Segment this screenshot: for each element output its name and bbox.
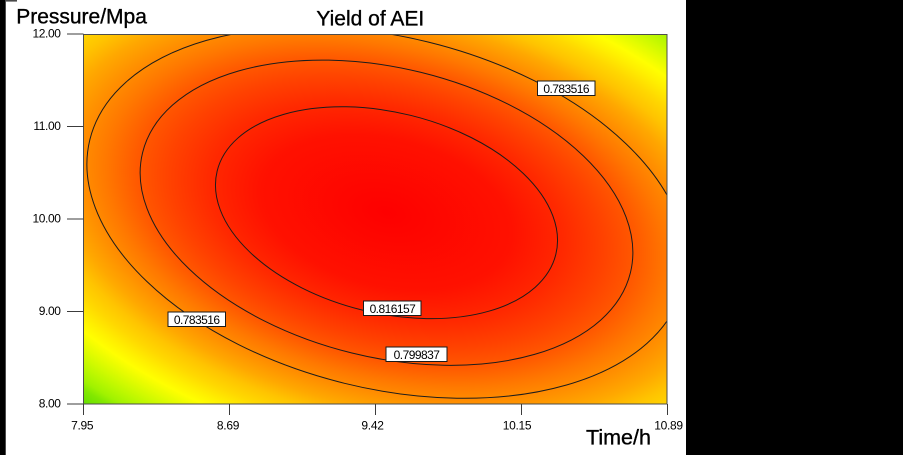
- svg-text:9.00: 9.00: [39, 304, 61, 318]
- svg-text:0.799837: 0.799837: [394, 348, 441, 362]
- svg-text:0.783516: 0.783516: [543, 82, 590, 96]
- svg-text:9.42: 9.42: [361, 419, 384, 433]
- svg-text:10.89: 10.89: [654, 419, 683, 433]
- svg-text:8.00: 8.00: [39, 396, 61, 410]
- svg-text:0.816157: 0.816157: [370, 302, 417, 316]
- svg-text:10.15: 10.15: [503, 419, 532, 433]
- svg-text:12.00: 12.00: [32, 26, 61, 40]
- svg-text:11.00: 11.00: [33, 119, 61, 133]
- svg-text:Pressure/Mpa: Pressure/Mpa: [16, 5, 147, 28]
- svg-text:Yield of AEI: Yield of AEI: [316, 7, 424, 30]
- svg-text:10.00: 10.00: [32, 211, 61, 225]
- svg-text:0.783516: 0.783516: [174, 313, 221, 327]
- svg-text:Time/h: Time/h: [586, 425, 651, 449]
- svg-text:8.69: 8.69: [217, 419, 240, 433]
- svg-text:7.95: 7.95: [71, 419, 94, 433]
